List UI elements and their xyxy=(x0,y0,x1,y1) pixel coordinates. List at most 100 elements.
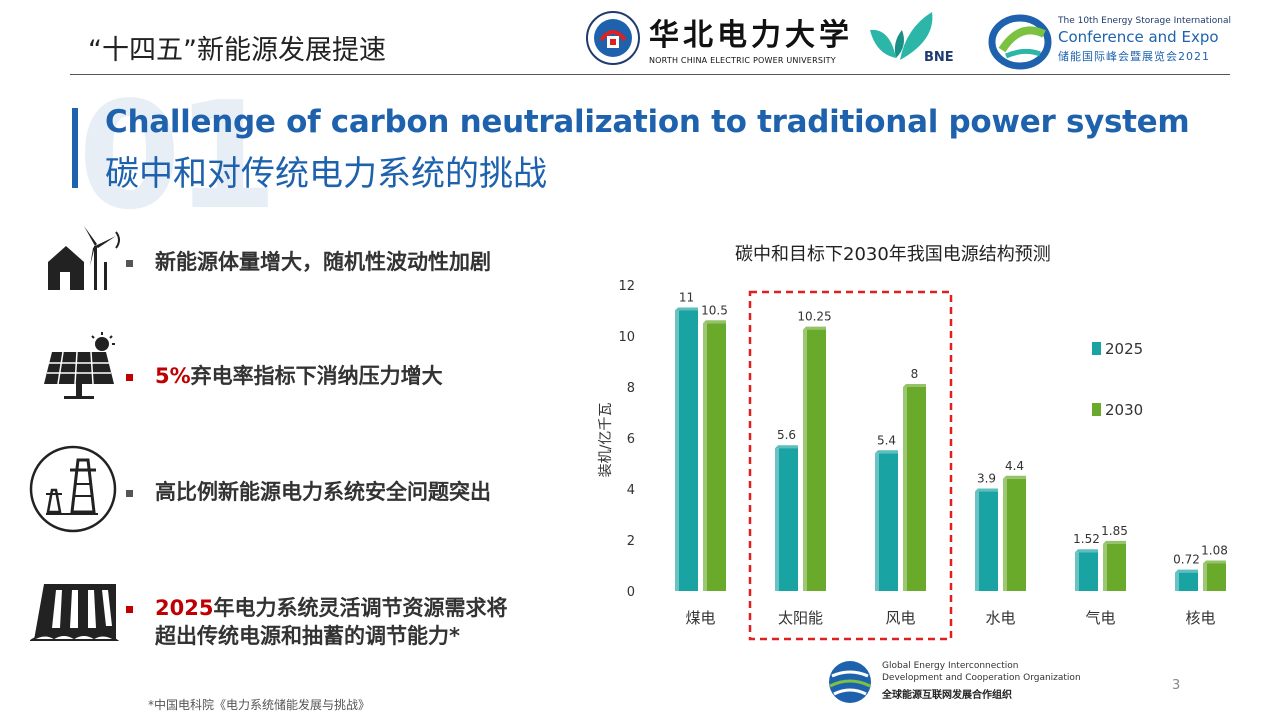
y-axis-label: 装机/亿千瓦 xyxy=(598,403,614,478)
x-category-label: 煤电 xyxy=(685,609,715,627)
data-label: 10.5 xyxy=(701,303,728,317)
bullet-2: 5%弃电率指标下消纳压力增大 xyxy=(126,360,443,390)
bar-cap xyxy=(675,307,698,311)
highlight-box xyxy=(748,290,953,641)
ncepu-name-en: NORTH CHINA ELECTRIC POWER UNIVERSITY xyxy=(649,56,836,65)
x-category-label: 气电 xyxy=(1085,609,1115,627)
bar-cap xyxy=(1003,475,1026,479)
data-label: 10.25 xyxy=(797,310,831,324)
geidco-line1: Global Energy Interconnection xyxy=(882,661,1019,671)
bar-2030 xyxy=(803,329,826,591)
legend-swatch-2025 xyxy=(1092,342,1101,355)
header-divider xyxy=(70,74,1230,75)
bar-cap xyxy=(875,450,898,454)
bar-2030 xyxy=(903,387,926,591)
title-accent-bar xyxy=(72,108,78,188)
bar-cap xyxy=(975,488,998,492)
y-tick-label: 2 xyxy=(627,534,635,549)
legend-swatch-2030 xyxy=(1092,403,1101,416)
page-number: 3 xyxy=(1172,678,1181,693)
legend-label: 2030 xyxy=(1105,401,1143,419)
bar-cap xyxy=(775,445,798,449)
x-category-label: 核电 xyxy=(1185,609,1215,627)
expo-line3: 储能国际峰会暨展览会2021 xyxy=(1058,50,1210,63)
data-label: 4.4 xyxy=(1005,459,1024,473)
bar-highlight xyxy=(803,329,807,591)
bar-highlight xyxy=(1103,543,1107,591)
bullet-4: 2025年电力系统灵活调节资源需求将 xyxy=(126,592,507,622)
y-tick-label: 8 xyxy=(627,381,635,396)
bne-leaf-icon xyxy=(870,12,933,60)
bar-cap xyxy=(1103,540,1126,544)
bullet-1: 新能源体量增大，随机性波动性加剧 xyxy=(126,246,491,276)
expo-line2: Conference and Expo xyxy=(1058,28,1219,46)
data-label: 11 xyxy=(679,291,694,305)
y-tick-label: 10 xyxy=(618,330,635,345)
section-title-en: Challenge of carbon neutralization to tr… xyxy=(105,104,1190,140)
bar-2030 xyxy=(703,323,726,591)
bar-cap xyxy=(1175,569,1198,573)
bullet-1-text: 新能源体量增大，随机性波动性加剧 xyxy=(155,250,491,274)
bar-2025 xyxy=(875,453,898,591)
bar-highlight xyxy=(1003,478,1007,591)
bullet-2-highlight: 5% xyxy=(155,364,191,388)
bar-highlight xyxy=(975,491,979,591)
data-label: 1.52 xyxy=(1073,532,1100,546)
expo-line1: The 10th Energy Storage International xyxy=(1058,16,1232,26)
bar-highlight xyxy=(1075,552,1079,591)
bullet-4-line2: 超出传统电源和抽蓄的调节能力* xyxy=(155,624,460,648)
bar-2025 xyxy=(675,310,698,591)
data-label: 3.9 xyxy=(977,472,996,486)
bar-highlight xyxy=(875,453,879,591)
bullet-2-text: 弃电率指标下消纳压力增大 xyxy=(190,364,443,388)
data-label: 1.08 xyxy=(1201,543,1228,557)
power-tower-icon xyxy=(29,445,117,533)
bullet-marker xyxy=(126,489,133,497)
ncepu-logo: 华北电力大学 NORTH CHINA ELECTRIC POWER UNIVER… xyxy=(585,8,855,70)
expo-ring-icon xyxy=(988,14,1052,70)
bar-cap xyxy=(1075,549,1098,553)
slide-header-title: “十四五”新能源发展提速 xyxy=(88,35,386,66)
bar-2030 xyxy=(1103,543,1126,591)
geidco-line2: Development and Cooperation Organization xyxy=(882,673,1081,683)
bne-logo: BNE xyxy=(862,6,972,70)
ncepu-name-cn: 华北电力大学 xyxy=(649,18,853,53)
bar-2025 xyxy=(775,448,798,591)
y-tick-label: 4 xyxy=(627,483,635,498)
dam-icon xyxy=(30,584,120,641)
data-label: 8 xyxy=(911,367,919,381)
bar-cap xyxy=(1203,560,1226,564)
bar-highlight xyxy=(703,323,707,591)
bar-2025 xyxy=(1075,552,1098,591)
bar-2025 xyxy=(975,491,998,591)
x-category-label: 水电 xyxy=(985,609,1015,627)
y-tick-label: 6 xyxy=(627,432,635,447)
bar-highlight xyxy=(1203,563,1207,591)
y-tick-label: 0 xyxy=(627,585,635,600)
capacity-bar-chart: 0 2 4 6 8 10 12 装机/亿千瓦 11 10.5 煤电 5.6 10.25 太阳能 5.4 8 风电… xyxy=(598,279,1228,641)
chart-title: 碳中和目标下2030年我国电源结构预测 xyxy=(735,244,1051,265)
solar-panel-icon xyxy=(44,332,115,399)
bar-2030 xyxy=(1003,478,1026,591)
bar-cap xyxy=(903,384,926,387)
section-title-cn: 碳中和对传统电力系统的挑战 xyxy=(105,154,547,194)
geidco-globe-icon xyxy=(829,661,871,703)
ncepu-seal-icon xyxy=(586,11,640,65)
expo-logo: The 10th Energy Storage International Co… xyxy=(988,14,1232,70)
y-tick-label: 12 xyxy=(618,279,635,294)
bullet-marker xyxy=(126,259,133,267)
bar-highlight xyxy=(775,448,779,591)
wind-house-icon xyxy=(48,226,120,290)
bar-cap xyxy=(803,326,826,330)
footnote: *中国电科院《电力系统储能发展与挑战》 xyxy=(148,698,371,712)
bar-2030 xyxy=(1203,563,1226,591)
bar-2025 xyxy=(1175,572,1198,591)
bullet-4-highlight: 2025 xyxy=(155,596,214,620)
bullet-3: 高比例新能源电力系统安全问题突出 xyxy=(126,476,491,506)
data-label: 5.6 xyxy=(777,428,796,442)
bullet-4-text: 年电力系统灵活调节资源需求将 xyxy=(213,596,508,620)
x-category-label: 太阳能 xyxy=(778,609,823,627)
geidco-logo: Global Energy Interconnection Developmen… xyxy=(826,658,1086,708)
data-label: 1.85 xyxy=(1101,524,1128,538)
bar-cap xyxy=(703,320,726,324)
